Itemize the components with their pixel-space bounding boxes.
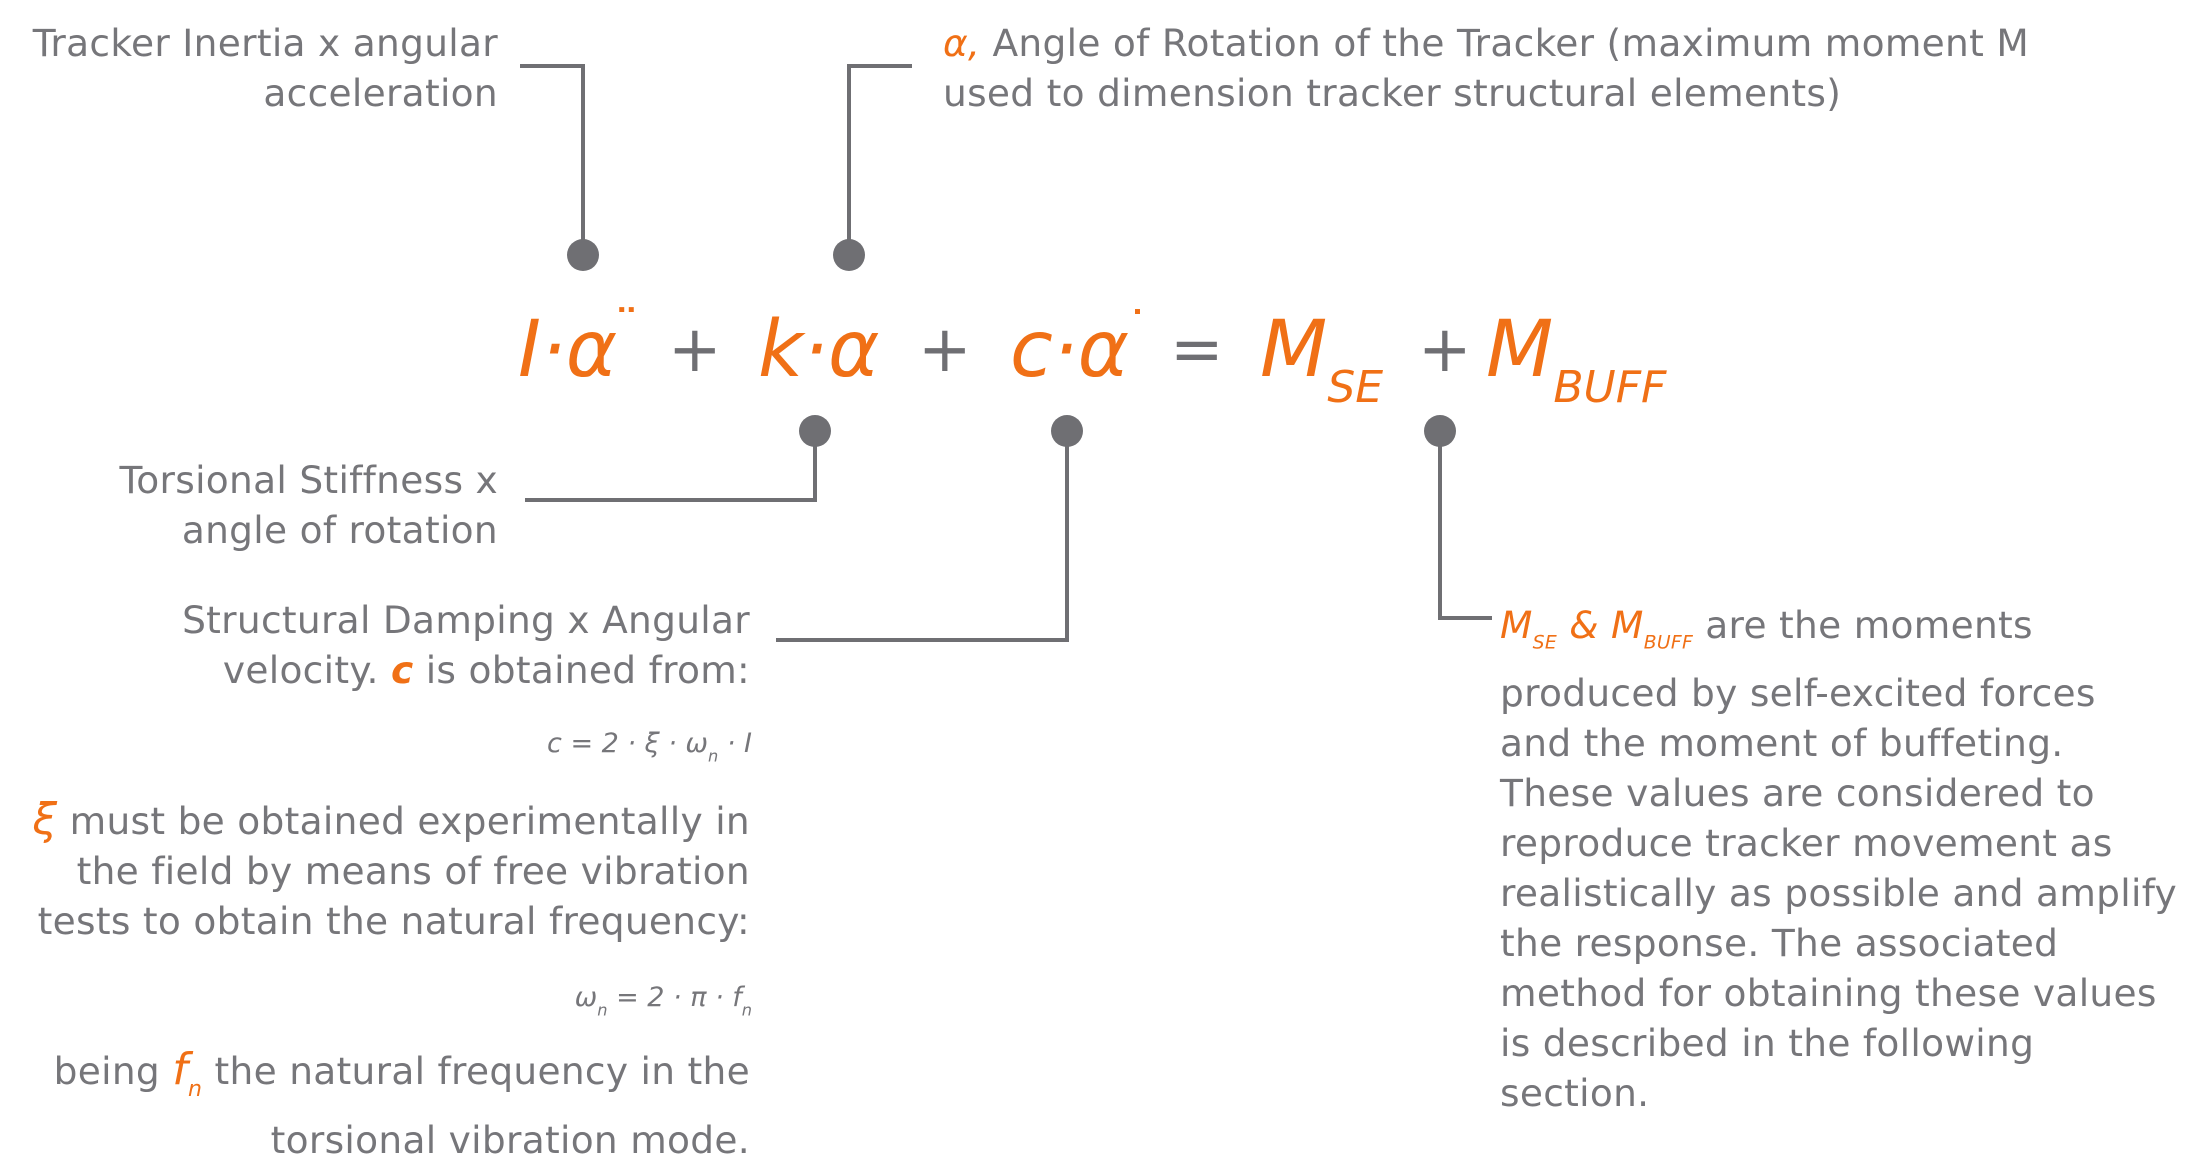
alpha-connector (847, 64, 912, 245)
alpha-symbol: α, (943, 21, 981, 65)
equation-inertia-term: I·α ¨ (518, 299, 639, 395)
xi-paragraph: ξ must be obtained experimentally in the… (0, 795, 750, 946)
xi-line3: tests to obtain the natural frequency: (37, 899, 750, 943)
moments-paragraph: MSE & MBUFF are the moments produced by … (1500, 600, 2190, 1118)
mbuff-subscript: BUFF (1553, 362, 1667, 413)
moments-line2: produced by self-excited forces (1500, 671, 2096, 716)
omega-formula: ωn = 2 · π · fn (574, 982, 752, 1020)
being-paragraph: being fn the natural frequency in the to… (0, 1045, 750, 1165)
moments-connector (1438, 433, 1492, 620)
double-dot-mark: ¨ (614, 299, 639, 357)
being-word: being (53, 1049, 161, 1093)
c-formula: c = 2 · ξ · ωn · I (547, 728, 752, 766)
equation-mse-term: MSE (1260, 305, 1384, 413)
inertia-dot (567, 239, 599, 271)
equation-equals: = (1170, 313, 1224, 387)
moments-dot (1424, 415, 1456, 447)
inertia-label-line2: acceleration (263, 71, 498, 115)
f-subscript: n (741, 1000, 752, 1020)
equation-mbuff-term: MBUFF (1486, 305, 1667, 413)
damping-label-line2a: velocity. (222, 648, 379, 692)
damping-label-line1: Structural Damping x Angular (182, 598, 750, 642)
moments-line5: reproduce tracker movement as (1500, 821, 2113, 866)
being-line2: torsional vibration mode. (270, 1118, 750, 1163)
equation-plus-1: + (668, 313, 722, 387)
moments-line9: is described in the following (1500, 1021, 2035, 1066)
damping-label-line2b: is obtained from: (425, 648, 750, 692)
inertia-label: Tracker Inertia x angular acceleration (0, 18, 498, 118)
mbuff-symbol: MBUFF (1611, 603, 1694, 654)
inertia-label-line1: Tracker Inertia x angular (32, 21, 498, 65)
stiffness-dot (799, 415, 831, 447)
single-dot-mark: ˙ (1125, 301, 1150, 359)
damping-label: Structural Damping x Angular velocity. c… (0, 595, 750, 695)
alpha-label-line1: Angle of Rotation of the Tracker (maximu… (992, 21, 2029, 65)
ampersand: & (1569, 603, 1599, 647)
equation-plus-2: + (918, 313, 972, 387)
being-line1: the natural frequency in the (214, 1049, 750, 1093)
moments-line1: are the moments (1705, 603, 2033, 647)
moments-line6: realistically as possible and amplify (1500, 871, 2178, 916)
equation-plus-3: + (1418, 313, 1472, 387)
inertia-connector (520, 64, 585, 245)
moments-line3: and the moment of buffeting. (1500, 721, 2064, 766)
xi-symbol: ξ (32, 794, 58, 845)
alpha-dot (833, 239, 865, 271)
mse-symbol: MSE (1500, 603, 1558, 654)
moments-line7: the response. The associated (1500, 921, 2059, 966)
equation-damping-term: c·α ˙ (1010, 301, 1150, 395)
damping-connector (776, 433, 1069, 642)
stiffness-connector (525, 433, 817, 502)
c-formula-subscript: n (708, 746, 719, 766)
alpha-label-line2: used to dimension tracker structural ele… (943, 71, 1842, 115)
xi-line2: the field by means of free vibration (76, 849, 750, 893)
stiffness-label-line2: angle of rotation (181, 508, 498, 552)
damping-c-symbol: c (390, 648, 414, 692)
stiffness-label-line1: Torsional Stiffness x (119, 458, 498, 502)
moments-line4: These values are considered to (1500, 771, 2095, 816)
alpha-label: α, Angle of Rotation of the Tracker (max… (943, 18, 2183, 118)
being-f-symbol: fn (172, 1044, 203, 1103)
moments-line10: section. (1500, 1071, 1650, 1116)
mse-subscript: SE (1327, 362, 1384, 413)
damping-dot (1051, 415, 1083, 447)
moments-line8: method for obtaining these values (1500, 971, 2157, 1016)
omega-subscript: n (597, 1000, 608, 1020)
main-equation: I·α ¨ + k·α + c·α ˙ = MSE + MBUFF (518, 299, 1718, 413)
equation-stiffness-term: k·α (758, 305, 880, 395)
xi-line1: must be obtained experimentally in (69, 799, 750, 843)
stiffness-label: Torsional Stiffness x angle of rotation (0, 455, 498, 555)
